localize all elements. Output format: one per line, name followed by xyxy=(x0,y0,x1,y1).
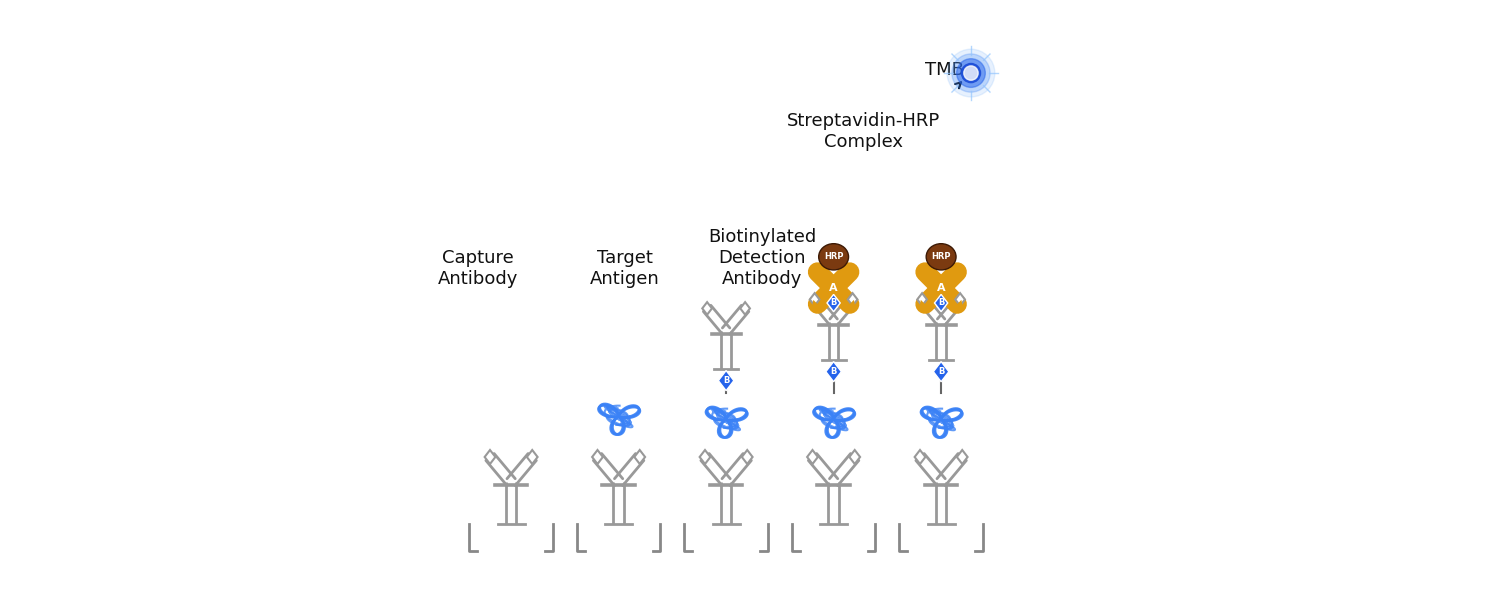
Circle shape xyxy=(962,64,981,83)
Polygon shape xyxy=(827,362,842,382)
Text: Target
Antigen: Target Antigen xyxy=(590,249,660,288)
Text: Biotinylated
Detection
Antibody: Biotinylated Detection Antibody xyxy=(708,229,816,288)
Text: B: B xyxy=(723,376,729,385)
Polygon shape xyxy=(847,293,858,306)
Text: A: A xyxy=(938,283,945,293)
Polygon shape xyxy=(812,300,822,310)
Polygon shape xyxy=(699,450,711,464)
Polygon shape xyxy=(849,450,859,464)
Polygon shape xyxy=(812,266,822,276)
Circle shape xyxy=(957,59,986,88)
Text: Capture
Antibody: Capture Antibody xyxy=(438,249,519,288)
Ellipse shape xyxy=(819,244,849,270)
Polygon shape xyxy=(741,302,750,314)
Circle shape xyxy=(946,49,994,97)
Circle shape xyxy=(964,66,978,80)
Text: HRP: HRP xyxy=(932,253,951,262)
Text: HRP: HRP xyxy=(824,253,843,262)
Polygon shape xyxy=(526,450,537,464)
Text: B: B xyxy=(831,367,837,376)
Polygon shape xyxy=(918,300,930,310)
Text: A: A xyxy=(830,283,839,293)
Polygon shape xyxy=(952,300,963,310)
Polygon shape xyxy=(918,266,930,276)
Polygon shape xyxy=(807,450,818,464)
Polygon shape xyxy=(934,295,948,311)
Polygon shape xyxy=(592,450,603,464)
Polygon shape xyxy=(846,300,856,310)
Polygon shape xyxy=(634,450,645,464)
Polygon shape xyxy=(810,293,819,306)
Text: B: B xyxy=(831,298,837,307)
Text: B: B xyxy=(938,298,945,307)
Polygon shape xyxy=(918,293,927,306)
Circle shape xyxy=(952,54,990,92)
Polygon shape xyxy=(702,302,712,314)
Polygon shape xyxy=(718,371,734,391)
Polygon shape xyxy=(933,362,950,382)
Polygon shape xyxy=(957,450,968,464)
Polygon shape xyxy=(827,295,840,311)
Text: B: B xyxy=(938,367,945,376)
Polygon shape xyxy=(915,450,926,464)
Polygon shape xyxy=(742,450,753,464)
Polygon shape xyxy=(952,266,963,276)
Text: Streptavidin-HRP
Complex: Streptavidin-HRP Complex xyxy=(788,112,940,151)
Polygon shape xyxy=(956,293,964,306)
Polygon shape xyxy=(484,450,495,464)
Polygon shape xyxy=(846,266,856,276)
Ellipse shape xyxy=(926,244,956,270)
Text: TMB: TMB xyxy=(924,61,963,79)
